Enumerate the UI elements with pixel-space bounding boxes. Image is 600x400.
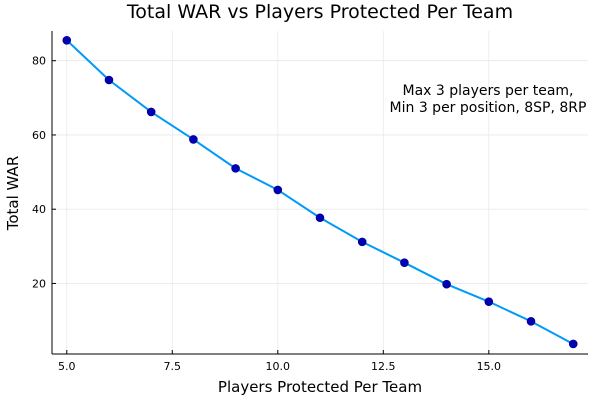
data-point	[146, 107, 156, 117]
y-axis-label: Total WAR	[4, 156, 22, 232]
series	[62, 35, 578, 349]
data-point	[526, 317, 536, 326]
data-point	[568, 339, 578, 349]
y-tick-label: 40	[32, 203, 46, 216]
data-point	[484, 297, 494, 306]
ticks: 5.0 7.5 10.0 12.5 15.0 20 40 60 80	[32, 55, 501, 373]
x-tick-label: 7.5	[164, 360, 182, 373]
data-point	[104, 75, 114, 85]
data-point	[231, 164, 240, 173]
annotation-line-1: Max 3 players per team,	[403, 83, 574, 99]
x-tick-label: 10.0	[266, 360, 291, 373]
data-point	[273, 185, 283, 195]
data-point	[315, 213, 325, 223]
y-tick-label: 80	[32, 55, 46, 68]
data-point	[62, 35, 72, 45]
annotation-line-2: Min 3 per position, 8SP, 8RP	[390, 100, 587, 116]
x-tick-label: 5.0	[58, 360, 76, 373]
axes	[51, 31, 588, 355]
y-tick-label: 20	[32, 277, 46, 290]
x-axis-label: Players Protected Per Team	[218, 378, 422, 396]
x-tick-label: 15.0	[477, 360, 502, 373]
y-tick-label: 60	[32, 129, 46, 142]
data-point	[189, 135, 198, 144]
chart-title: Total WAR vs Players Protected Per Team	[126, 1, 513, 23]
data-point	[442, 279, 451, 289]
data-point	[357, 237, 367, 247]
data-point	[400, 258, 409, 267]
grid	[52, 31, 588, 354]
x-tick-label: 12.5	[371, 360, 396, 373]
